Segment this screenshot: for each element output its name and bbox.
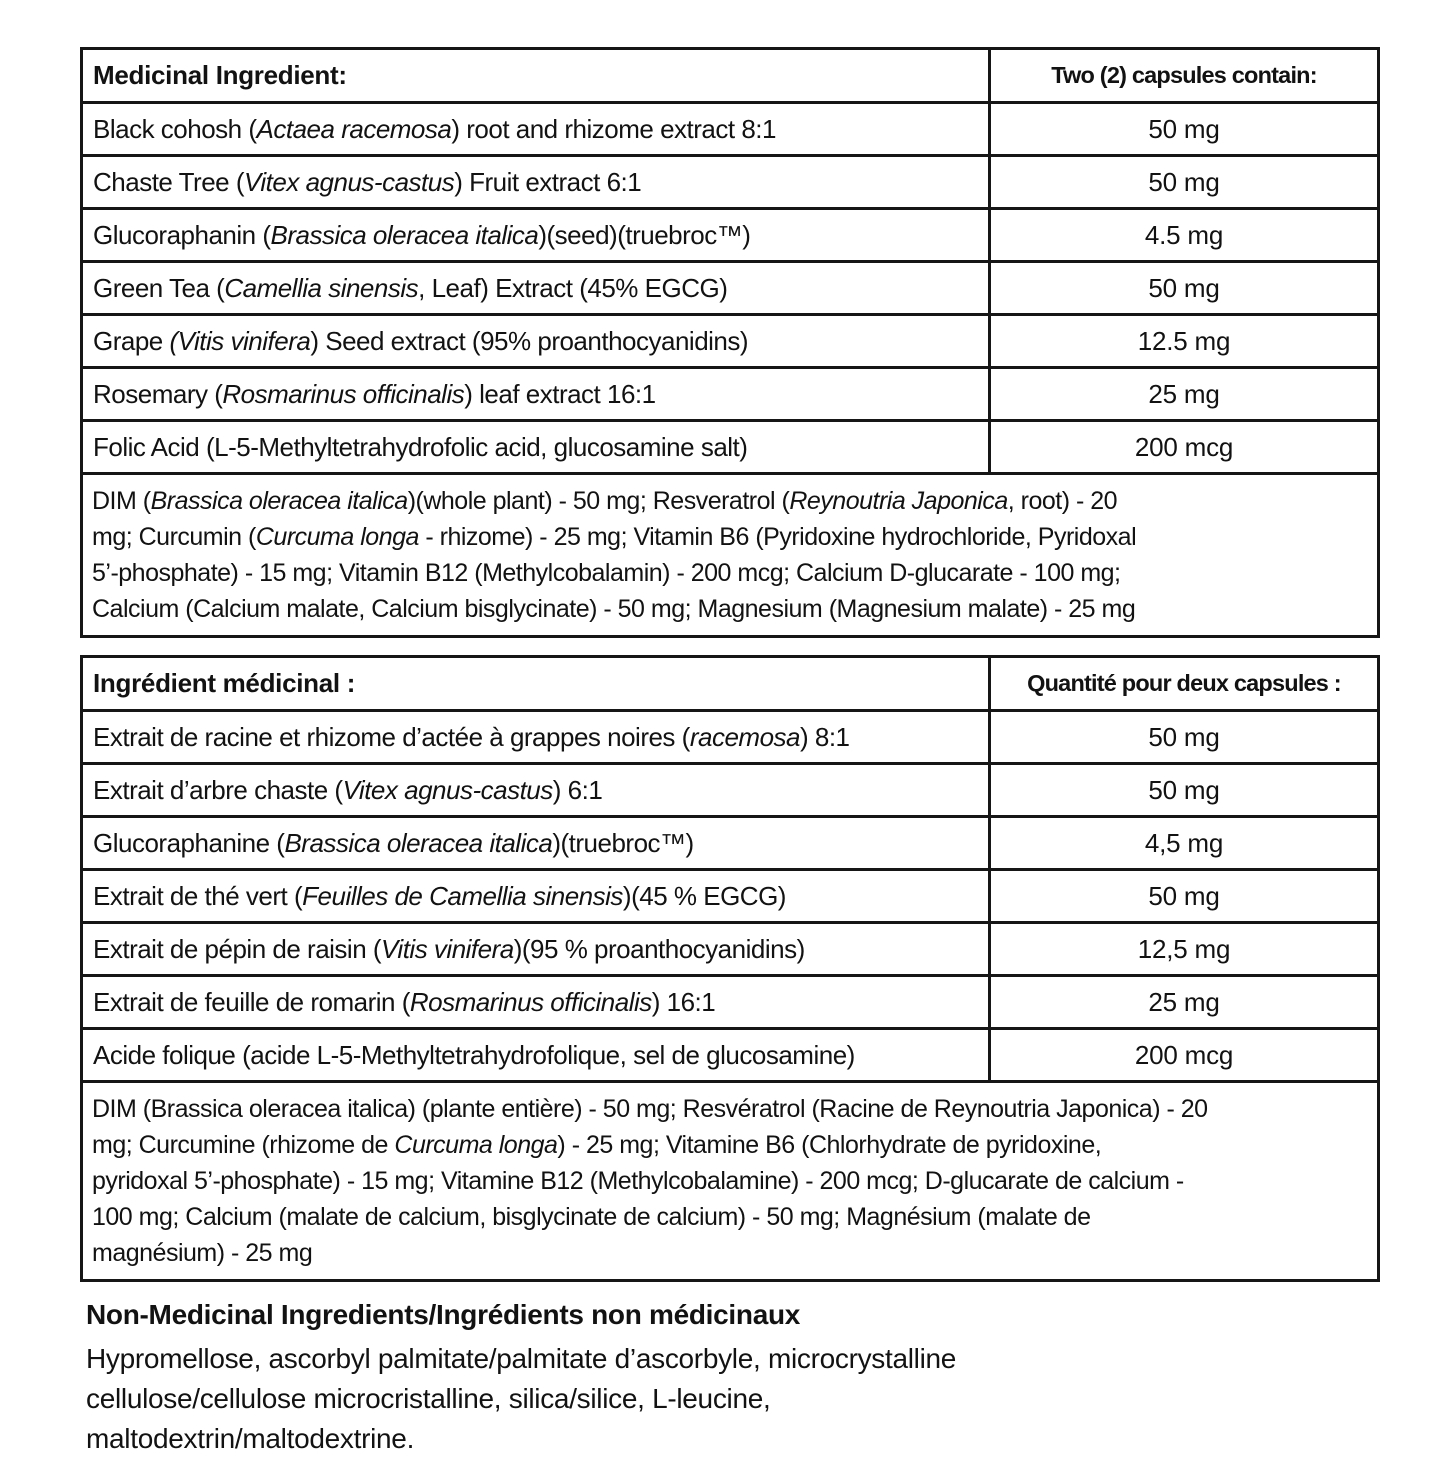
- non-medicinal-title: Non-Medicinal Ingredients/Ingrédients no…: [86, 1299, 801, 1330]
- ingredient-amount-cell: 50 mg: [988, 762, 1380, 818]
- ingredient-name-cell: Grape (Vitis vinifera) Seed extract (95%…: [80, 313, 991, 369]
- table-row: Extrait de racine et rhizome d’actée à g…: [80, 709, 1380, 765]
- ingredient-amount-cell: 50 mg: [988, 154, 1380, 210]
- table-row: Extrait d’arbre chaste (Vitex agnus-cast…: [80, 762, 1380, 818]
- amount-column-header-fr: Quantité pour deux capsules :: [988, 655, 1380, 712]
- ingredient-name-cell: Green Tea (Camellia sinensis, Leaf) Extr…: [80, 260, 991, 316]
- ingredient-amount-cell: 4,5 mg: [988, 815, 1380, 871]
- ingredient-name-cell: Glucoraphanine (Brassica oleracea italic…: [80, 815, 991, 871]
- ingredient-amount-cell: 50 mg: [988, 868, 1380, 924]
- table-header-row-en: Medicinal Ingredient: Two (2) capsules c…: [80, 47, 1380, 104]
- ingredient-amount-cell: 12.5 mg: [988, 313, 1380, 369]
- non-medicinal-text: Hypromellose, ascorbyl palmitate/palmita…: [86, 1343, 957, 1454]
- ingredient-name-cell: Acide folique (acide L-5-Methyltetrahydr…: [80, 1027, 991, 1083]
- medicinal-ingredients-table-en: Medicinal Ingredient: Two (2) capsules c…: [80, 47, 1380, 638]
- ingredient-amount-cell: 12,5 mg: [988, 921, 1380, 977]
- ingredient-amount-cell: 200 mcg: [988, 419, 1380, 475]
- ingredient-name-cell: Extrait de feuille de romarin (Rosmarinu…: [80, 974, 991, 1030]
- table-row: Rosemary (Rosmarinus officinalis) leaf e…: [80, 366, 1380, 422]
- ingredient-amount-cell: 200 mcg: [988, 1027, 1380, 1083]
- table-row: Glucoraphanine (Brassica oleracea italic…: [80, 815, 1380, 871]
- table-row: Extrait de pépin de raisin (Vitis vinife…: [80, 921, 1380, 977]
- non-medicinal-ingredients-section: Non-Medicinal Ingredients/Ingrédients no…: [80, 1299, 1377, 1459]
- ingredient-name-cell: Chaste Tree (Vitex agnus-castus) Fruit e…: [80, 154, 991, 210]
- ingredient-name-cell: Extrait d’arbre chaste (Vitex agnus-cast…: [80, 762, 991, 818]
- combined-ingredients-text-fr: DIM (Brassica oleracea italica) (plante …: [80, 1080, 1380, 1282]
- table-row: Extrait de thé vert (Feuilles de Camelli…: [80, 868, 1380, 924]
- ingredient-amount-cell: 4.5 mg: [988, 207, 1380, 263]
- table-row: Chaste Tree (Vitex agnus-castus) Fruit e…: [80, 154, 1380, 210]
- table-header-row-fr: Ingrédient médicinal : Quantité pour deu…: [80, 655, 1380, 712]
- ingredient-column-header-fr: Ingrédient médicinal :: [80, 655, 991, 712]
- table-row: Extrait de feuille de romarin (Rosmarinu…: [80, 974, 1380, 1030]
- table-row: Black cohosh (Actaea racemosa) root and …: [80, 101, 1380, 157]
- ingredient-amount-cell: 25 mg: [988, 974, 1380, 1030]
- table-row: Green Tea (Camellia sinensis, Leaf) Extr…: [80, 260, 1380, 316]
- ingredient-amount-cell: 50 mg: [988, 709, 1380, 765]
- ingredient-amount-cell: 50 mg: [988, 101, 1380, 157]
- ingredient-amount-cell: 25 mg: [988, 366, 1380, 422]
- ingredient-name-cell: Black cohosh (Actaea racemosa) root and …: [80, 101, 991, 157]
- ingredient-name-cell: Rosemary (Rosmarinus officinalis) leaf e…: [80, 366, 991, 422]
- ingredient-name-cell: Extrait de pépin de raisin (Vitis vinife…: [80, 921, 991, 977]
- medicinal-ingredients-table-fr: Ingrédient médicinal : Quantité pour deu…: [80, 655, 1380, 1282]
- table-row: Grape (Vitis vinifera) Seed extract (95%…: [80, 313, 1380, 369]
- ingredient-name-cell: Extrait de thé vert (Feuilles de Camelli…: [80, 868, 991, 924]
- ingredient-amount-cell: 50 mg: [988, 260, 1380, 316]
- combined-ingredients-row-en: DIM (Brassica oleracea italica)(whole pl…: [80, 472, 1380, 638]
- ingredient-name-cell: Glucoraphanin (Brassica oleracea italica…: [80, 207, 991, 263]
- ingredient-name-cell: Extrait de racine et rhizome d’actée à g…: [80, 709, 991, 765]
- ingredient-column-header-en: Medicinal Ingredient:: [80, 47, 991, 104]
- combined-ingredients-row-fr: DIM (Brassica oleracea italica) (plante …: [80, 1080, 1380, 1282]
- amount-column-header-en: Two (2) capsules contain:: [988, 47, 1380, 104]
- table-row: Glucoraphanin (Brassica oleracea italica…: [80, 207, 1380, 263]
- ingredient-name-cell: Folic Acid (L-5-Methyltetrahydrofolic ac…: [80, 419, 991, 475]
- supplement-facts-panel: Medicinal Ingredient: Two (2) capsules c…: [80, 47, 1380, 1459]
- combined-ingredients-text-en: DIM (Brassica oleracea italica)(whole pl…: [80, 472, 1380, 638]
- table-row: Folic Acid (L-5-Methyltetrahydrofolic ac…: [80, 419, 1380, 475]
- table-row: Acide folique (acide L-5-Methyltetrahydr…: [80, 1027, 1380, 1083]
